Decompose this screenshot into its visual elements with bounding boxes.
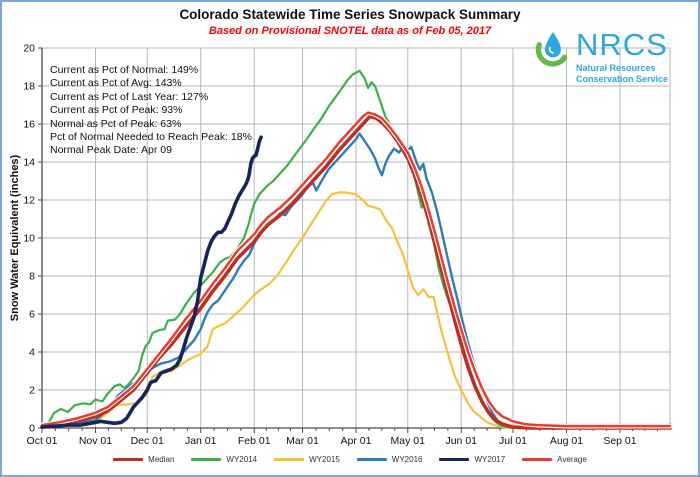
legend-swatch	[274, 458, 305, 461]
legend-swatch	[522, 458, 553, 461]
y-tick-label: 2	[29, 385, 35, 397]
x-tick-label: Oct 01	[27, 435, 58, 447]
annotation-line: Current as Pct of Peak: 93%	[50, 104, 183, 117]
x-tick-label: Apr 01	[341, 435, 372, 447]
nrcs-tagline-line2: Conservation Service	[576, 73, 669, 84]
legend-item-average: Average	[522, 455, 587, 464]
nrcs-tagline-line1: Natural Resources	[576, 63, 656, 73]
nrcs-drop-highlight	[548, 47, 555, 54]
legend-item-median: Median	[113, 455, 174, 464]
y-tick-label: 20	[23, 43, 35, 55]
x-tick-label: Mar 01	[286, 435, 319, 447]
x-tick-label: Jul 01	[499, 435, 527, 447]
x-tick-label: Jan 01	[185, 435, 217, 447]
annotation-line: Current as Pct of Normal: 149%	[50, 64, 199, 76]
x-tick-label: May 01	[391, 435, 426, 447]
x-tick-label: Feb 01	[238, 435, 271, 447]
legend-swatch	[356, 458, 387, 461]
series-line-median	[40, 114, 672, 430]
annotation-line: Pct of Normal Needed to Reach Peak: 18%	[50, 131, 252, 144]
nrcs-wordmark: NRCS	[576, 27, 668, 62]
legend-swatch	[191, 458, 222, 461]
nrcs-droplet-icon	[535, 32, 568, 67]
y-tick-label: 6	[29, 309, 35, 321]
series-line-wy2017	[40, 135, 263, 429]
nrcs-green-arc	[535, 42, 568, 67]
y-tick-label: 0	[29, 423, 35, 435]
page-subtitle: Based on Provisional SNOTEL data as of F…	[208, 25, 492, 37]
annotation-line: Normal Peak Date: Apr 09	[50, 144, 172, 157]
legend-label: WY2016	[391, 455, 423, 464]
x-tick-label: Sep 01	[603, 435, 636, 447]
series-line-wy2016	[40, 132, 672, 430]
legend-item-wy2015: WY2015	[274, 455, 340, 464]
x-tick-label: Dec 01	[131, 435, 164, 447]
chart-legend: Median WY2014 WY2015 WY2016 WY2017 Average	[0, 455, 700, 464]
annotation-line: Current as Pct of Avg: 143%	[50, 77, 182, 90]
legend-label: WY2014	[226, 455, 258, 464]
legend-label: Median	[148, 455, 175, 464]
x-tick-label: Jun 01	[445, 435, 477, 447]
legend-item-wy2014: WY2014	[191, 455, 257, 464]
y-tick-label: 18	[23, 81, 35, 93]
y-tick-label: 8	[29, 271, 35, 283]
y-tick-label: 16	[23, 119, 35, 131]
legend-swatch	[439, 458, 470, 461]
x-tick-label: Nov 01	[79, 435, 112, 447]
nrcs-tagline: Natural Resources Conservation Service	[576, 63, 668, 84]
legend-label: WY2015	[309, 455, 340, 464]
stats-annotation-block: Current as Pct of Normal: 149% Current as…	[50, 64, 252, 158]
nrcs-water-drop	[545, 32, 561, 58]
nrcs-logo: NRCS Natural Resources Conservation Serv…	[534, 27, 684, 84]
x-tick-label: Aug 01	[550, 435, 583, 447]
legend-item-wy2017: WY2017	[439, 455, 505, 464]
y-axis-title: Snow Water Equivalent (inches)	[9, 154, 21, 322]
page-title: Colorado Statewide Time Series Snowpack …	[179, 7, 521, 22]
legend-label: WY2017	[474, 455, 506, 464]
y-tick-label: 14	[23, 157, 35, 169]
annotation-line: Normal as Pct of Peak: 63%	[50, 117, 182, 130]
annotation-line: Current as Pct of Last Year: 127%	[50, 90, 209, 103]
y-tick-label: 10	[23, 233, 35, 245]
legend-item-wy2016: WY2016	[356, 455, 423, 464]
legend-swatch	[113, 458, 144, 461]
legend-label: Average	[557, 455, 587, 464]
y-tick-label: 12	[23, 195, 35, 207]
series-line-average	[40, 111, 672, 428]
y-tick-label: 4	[29, 347, 35, 359]
